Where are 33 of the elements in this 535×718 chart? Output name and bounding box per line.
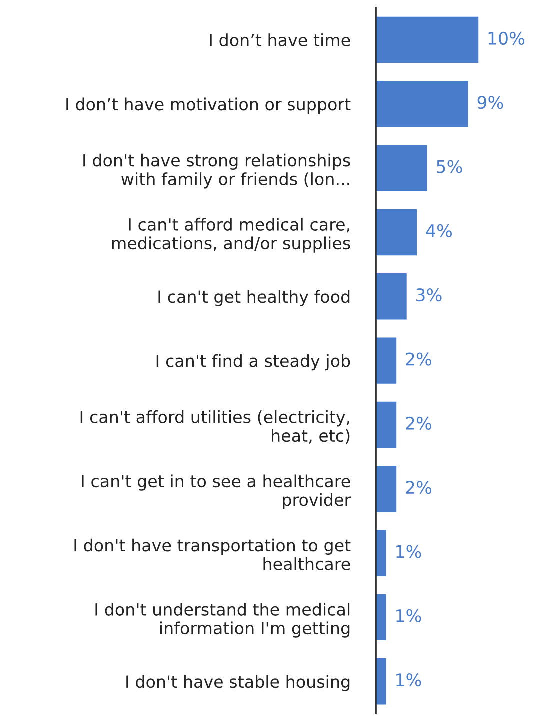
bar [376,338,397,384]
y-tick-label: I don't have transportation to get healthcare [74,538,351,570]
bar [376,466,397,512]
bar [376,402,397,448]
bar [376,81,468,128]
data-label: 10% [488,32,525,46]
bar [376,145,428,192]
data-label: 3% [416,288,442,302]
y-tick-label: I don't understand the medical information I'm getting [96,603,350,638]
bar [376,209,418,256]
bar [376,16,479,64]
data-label: 1% [396,674,422,687]
bar [376,594,386,641]
bar [376,658,386,705]
data-label: 2% [406,352,432,366]
data-label: 1% [396,545,422,558]
y-tick-label: I don’t have motivation or support [66,98,351,114]
bar [376,274,407,320]
y-tick-label: I can't get in to see a healthcare provider [82,474,352,510]
y-tick-label: I don't have strong relationships with family or friends (lon... [84,154,350,189]
bar [376,530,386,576]
data-label: 9% [478,96,504,110]
data-label: 4% [426,224,452,238]
y-tick-label: I can't find a steady job [156,354,350,371]
data-label: 2% [406,416,432,430]
y-tick-label: I can't afford medical care, medications, and/or supplies [112,218,350,253]
y-tick-label: I can't afford utilities (electricity, heat, etc) [80,410,350,444]
y-tick-label: I can't get healthy food [158,290,350,306]
y-tick-label: I don’t have time [210,34,350,47]
data-label: 2% [406,481,432,494]
data-label: 1% [396,609,422,622]
data-label: 5% [437,160,462,174]
y-tick-label: I don't have stable housing [126,675,350,692]
